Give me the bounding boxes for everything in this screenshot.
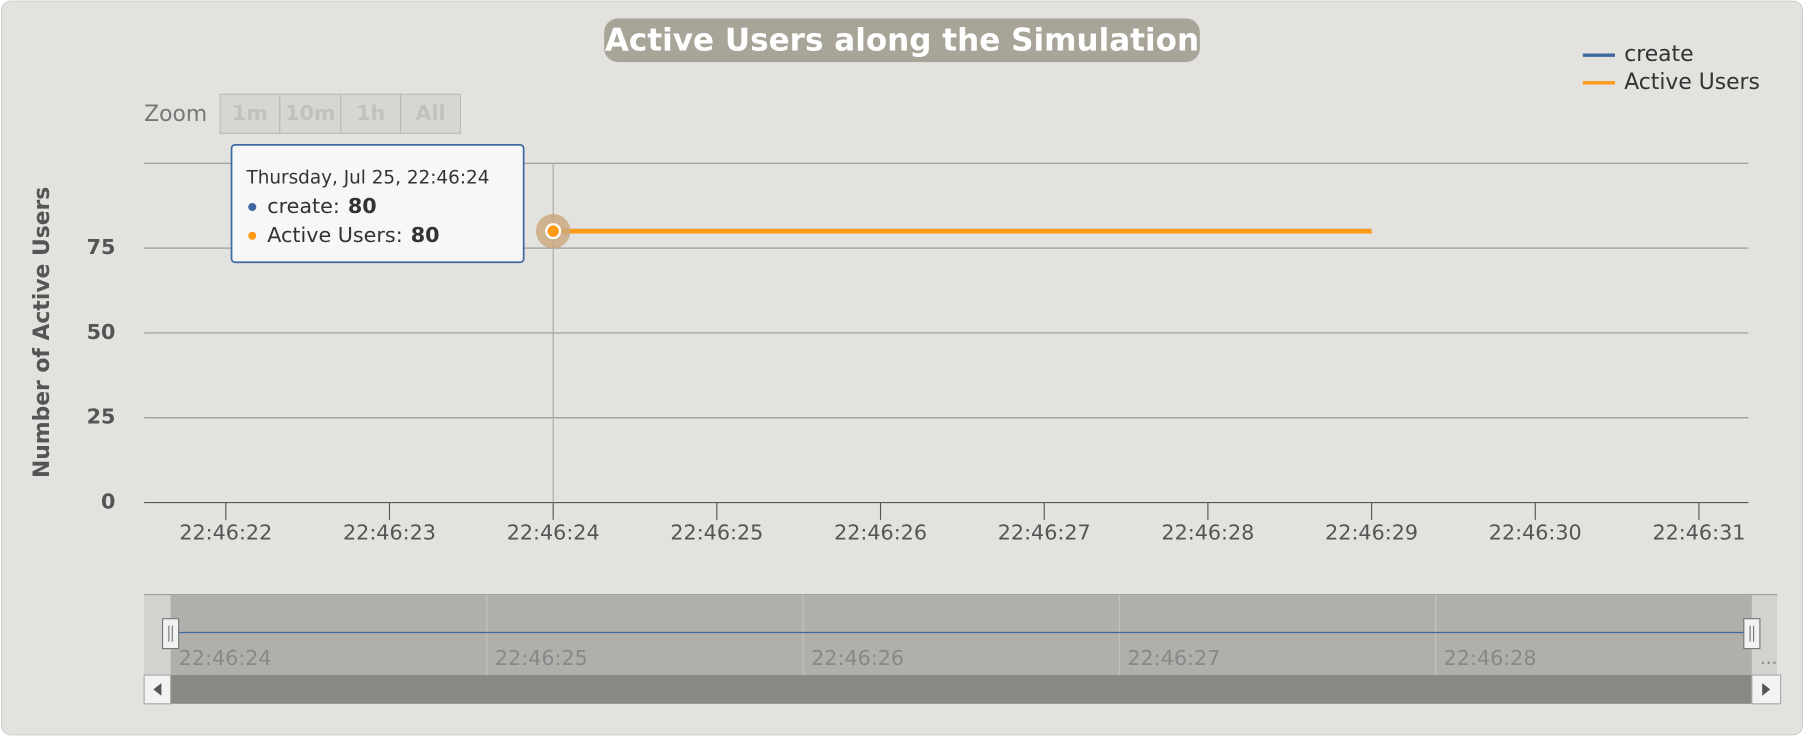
hover-marker <box>545 223 562 240</box>
navigator-label: 22:46:25 <box>495 646 588 670</box>
x-tick-label: 22:46:31 <box>1652 521 1745 545</box>
title-pill <box>604 18 1200 63</box>
chart-title: Active Users along the Simulation <box>605 22 1199 58</box>
tooltip-row-value: 80 <box>348 194 377 218</box>
x-tick-label: 22:46:22 <box>179 521 272 545</box>
y-axis-title: Number of Active Users <box>30 187 55 478</box>
zoom-button[interactable] <box>219 93 281 134</box>
zoom-button-label: 10m <box>285 101 335 125</box>
tooltip-bullet <box>248 202 257 212</box>
navigator-label: 22:46:27 <box>1127 646 1220 670</box>
x-tick-label: 22:46:26 <box>834 521 927 545</box>
navigator-selection <box>170 594 1752 676</box>
x-tick-label: 22:46:27 <box>998 521 1091 545</box>
zoom-button[interactable] <box>340 93 402 134</box>
x-tick-label: 22:46:28 <box>1161 521 1254 545</box>
tooltip-row-label: Active Users: <box>267 223 402 247</box>
scroll-left-button[interactable] <box>143 674 172 705</box>
navigator-label: 22:46:24 <box>179 646 272 670</box>
y-tick-label: 50 <box>87 320 116 344</box>
tooltip-row-value: 80 <box>411 223 440 247</box>
navigator-handle[interactable] <box>161 618 180 650</box>
y-tick-label: 0 <box>101 490 115 514</box>
navigator-handle[interactable] <box>1743 618 1761 650</box>
x-tick-label: 22:46:24 <box>507 521 600 545</box>
scroll-right-arrow <box>1762 683 1771 696</box>
scrollbar-track[interactable] <box>144 675 1781 704</box>
navigator-label: 22:46:28 <box>1444 646 1537 670</box>
x-tick-label: 22:46:30 <box>1489 521 1582 545</box>
zoom-button-label: All <box>415 101 445 125</box>
legend-label[interactable]: Active Users <box>1624 70 1760 95</box>
zoom-button[interactable] <box>279 93 342 134</box>
tooltip-row: create: 80 <box>267 194 376 218</box>
x-tick-label: 22:46:25 <box>670 521 763 545</box>
tooltip-box <box>230 144 525 264</box>
tooltip-row-label: create: <box>267 194 340 218</box>
navigator-label: 22:46:26 <box>811 646 904 670</box>
tooltip-header: Thursday, Jul 25, 22:46:24 <box>246 167 490 188</box>
x-tick-label: 22:46:23 <box>343 521 436 545</box>
navigator: 22:46:24 22:46:25 22:46:26 22:46:27 22:46:28… <box>143 593 1782 705</box>
legend-label[interactable]: create <box>1624 42 1693 67</box>
zoom-button-label: 1h <box>356 101 385 125</box>
zoom-button-label: 1m <box>232 101 268 125</box>
scroll-left-arrow <box>153 683 162 696</box>
x-tick-label: 22:46:29 <box>1325 521 1418 545</box>
tooltip-bullet <box>248 231 257 240</box>
zoom-button[interactable] <box>400 93 461 134</box>
tooltip-row: Active Users: 80 <box>267 223 439 247</box>
y-tick-label: 25 <box>87 405 116 429</box>
zoom-label: Zoom <box>144 102 207 127</box>
navigator-more: ... <box>1760 648 1778 669</box>
y-tick-label: 75 <box>87 235 116 259</box>
